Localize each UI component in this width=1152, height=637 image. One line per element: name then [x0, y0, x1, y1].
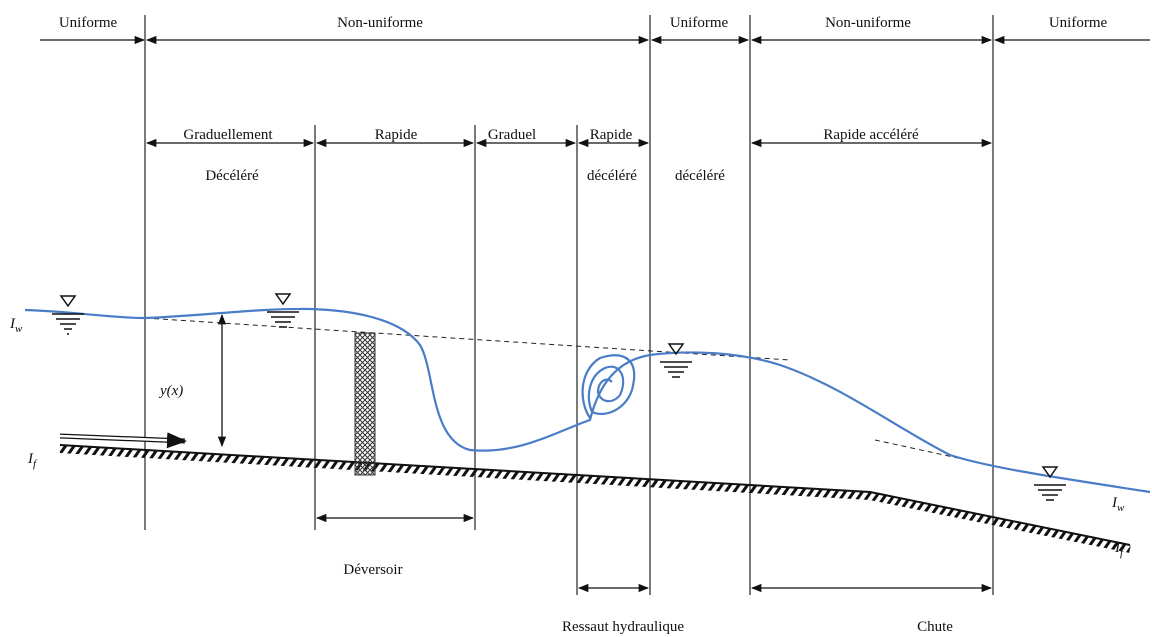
structure-label: Chute — [917, 619, 953, 635]
section-label: Rapide — [375, 127, 418, 143]
depth-label: y(x) — [158, 383, 183, 399]
section-label: Graduellement — [183, 127, 273, 143]
section-qualifier: Décéléré — [205, 168, 259, 184]
section-label: Rapide accéléré — [823, 127, 919, 143]
regime-label: Uniforme — [1049, 15, 1108, 31]
structure-label: Déversoir — [343, 562, 402, 578]
regime-label: Non-uniforme — [825, 15, 911, 31]
symbol: If — [27, 451, 38, 470]
regime-labels: Uniforme Non-uniforme Uniforme Non-unifo… — [42, 12, 1107, 32]
section-lines — [145, 15, 993, 595]
weir — [355, 333, 375, 475]
section-qualifier: décéléré — [675, 168, 725, 184]
water-level-markers — [52, 294, 1066, 500]
symbol-subscript: f — [33, 458, 38, 470]
structure-labels: Déversoir Ressaut hydraulique Chute — [343, 562, 953, 635]
symbol-subscript: w — [1117, 502, 1125, 514]
section-label: Graduel — [488, 127, 536, 143]
symbol-subscript: w — [15, 323, 23, 335]
symbols: Iw y(x) If Iw If — [9, 316, 1125, 559]
channel-bed — [60, 436, 1130, 549]
diagram: Uniforme Non-uniforme Uniforme Non-unifo… — [0, 0, 1152, 637]
water-surface — [25, 309, 1150, 492]
symbol: Iw — [1111, 495, 1125, 514]
structure-label: Ressaut hydraulique — [562, 619, 684, 635]
regime-label: Non-uniforme — [337, 15, 423, 31]
section-labels: Graduellement Rapide Graduel Rapide Rapi… — [183, 127, 919, 184]
regime-label: Uniforme — [59, 15, 118, 31]
section-qualifier: décéléré — [587, 168, 637, 184]
regime-label: Uniforme — [670, 15, 729, 31]
reference-lines — [145, 318, 990, 465]
section-label: Rapide — [590, 127, 633, 143]
symbol: Iw — [9, 316, 23, 335]
